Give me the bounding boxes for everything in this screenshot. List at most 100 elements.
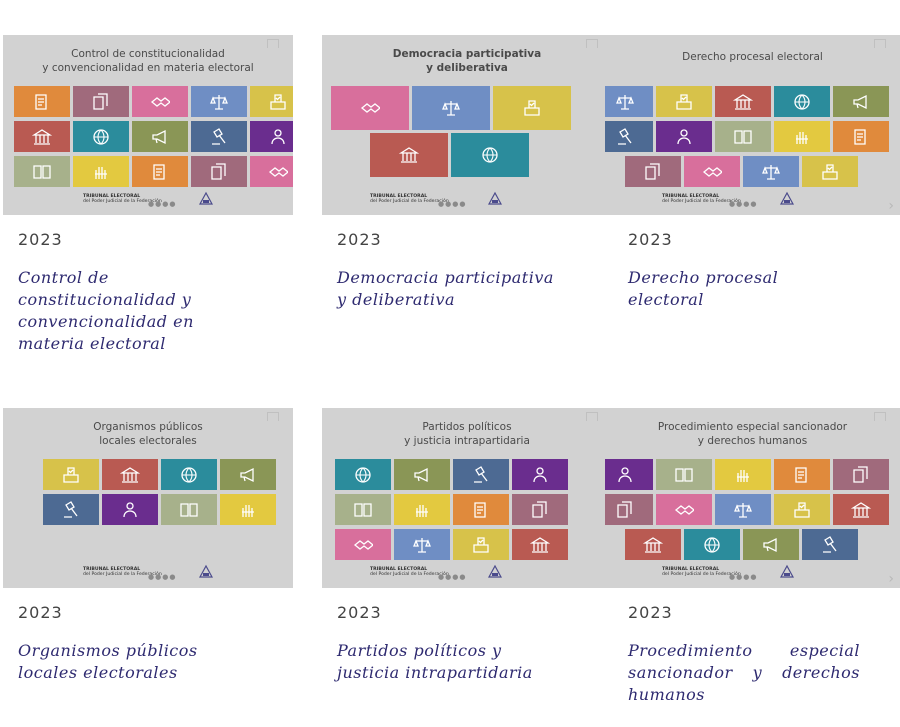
next-arrow-icon[interactable]: ›: [888, 198, 894, 214]
corner-mark-icon: [586, 412, 598, 421]
carousel-dots[interactable]: ●●●●: [148, 573, 177, 581]
cover-title: Partidos políticos y justicia intraparti…: [404, 421, 530, 447]
cover-tile: [512, 459, 568, 490]
building-icon: [399, 147, 419, 163]
scroll-icon: [153, 163, 165, 180]
publication-year: 2023: [18, 603, 63, 622]
cover-tile: [43, 494, 99, 525]
publication-title-link[interactable]: Control de constitucionalidad y convenci…: [18, 268, 194, 353]
cover-title: Democracia participativa y deliberativa: [392, 48, 542, 74]
publication-title-link[interactable]: Partidos políticos y justicia intraparti…: [337, 641, 533, 682]
cover-tile: [802, 156, 858, 187]
building-icon: [643, 536, 663, 553]
megaphone-icon: [240, 467, 254, 482]
cover-tile: [605, 494, 653, 525]
cover-tile: [191, 156, 247, 187]
cover-tile: [684, 529, 740, 560]
cover-tile: [656, 121, 712, 152]
next-arrow-icon[interactable]: ›: [888, 571, 894, 587]
cover-image[interactable]: Organismos públicos locales electorales …: [3, 408, 293, 588]
voting-ballot-icon: [822, 163, 838, 180]
carousel-dots[interactable]: ●●●●: [148, 200, 177, 208]
cover-tile: [512, 529, 568, 560]
globe-icon: [181, 466, 197, 483]
hands-raised-icon: [416, 504, 428, 517]
cover-tile: [715, 459, 771, 490]
hands-raised-icon: [95, 166, 107, 179]
building-icon: [32, 128, 52, 145]
publication-title-link[interactable]: Procedimiento especial sancionador y der…: [628, 641, 860, 704]
cover-tile: [132, 156, 188, 187]
balance-scale-icon: [734, 502, 752, 518]
voting-ballot-icon: [794, 501, 810, 518]
person-icon: [271, 128, 285, 144]
cover-tile: [412, 86, 490, 130]
cover-tile: [161, 494, 217, 525]
tribunal-logo-icon: [780, 191, 794, 205]
cover-tile: [605, 459, 653, 490]
balance-scale-icon: [413, 537, 431, 553]
cover-image[interactable]: Procedimiento especial sancionador y der…: [605, 408, 900, 588]
cover-image[interactable]: Derecho procesal electoral TRIBUNAL ELEC…: [605, 35, 900, 215]
cover-tile: [102, 494, 158, 525]
cover-tile: [743, 529, 799, 560]
globe-icon: [355, 466, 371, 483]
cover-image[interactable]: Democracia participativa y deliberativa …: [322, 35, 612, 215]
book-icon: [33, 164, 51, 179]
cover-tile: [833, 86, 889, 117]
carousel-dots[interactable]: ●●●●: [438, 200, 467, 208]
publication-year: 2023: [337, 230, 382, 249]
handshake-icon: [150, 96, 170, 107]
documents-icon: [645, 162, 660, 180]
tribunal-brand: TRIBUNAL ELECTORAL del Poder Judicial de …: [370, 194, 449, 204]
cover-tile: [191, 121, 247, 152]
corner-mark-icon: [267, 412, 279, 421]
cover-tile: [102, 459, 158, 490]
tribunal-logo-icon: [199, 191, 213, 205]
publication-year: 2023: [628, 603, 673, 622]
carousel-dots[interactable]: ●●●●: [729, 200, 758, 208]
cover-tile: [250, 156, 293, 187]
carousel-dots[interactable]: ●●●●: [729, 573, 758, 581]
globe-icon: [93, 128, 109, 145]
cover-title: Derecho procesal electoral: [682, 51, 823, 63]
cover-tile: [73, 86, 129, 117]
book-icon: [180, 502, 198, 517]
voting-ballot-icon: [524, 100, 540, 116]
cover-title: Organismos públicos locales electorales: [93, 421, 203, 447]
tribunal-brand: TRIBUNAL ELECTORAL del Poder Judicial de …: [83, 567, 162, 577]
publication-title-link[interactable]: Derecho procesal electoral: [628, 268, 779, 309]
book-icon: [675, 467, 693, 482]
cover-tile: [656, 494, 712, 525]
publication-title-link[interactable]: Organismos públicos locales electorales: [18, 641, 198, 682]
handshake-icon: [674, 504, 694, 515]
cover-tile: [715, 494, 771, 525]
cover-tile: [250, 86, 293, 117]
tribunal-brand: TRIBUNAL ELECTORAL del Poder Judicial de …: [83, 194, 162, 204]
scroll-icon: [795, 466, 807, 483]
cover-tile: [14, 121, 70, 152]
corner-mark-icon: [874, 39, 886, 48]
cover-tile: [743, 156, 799, 187]
publication-title-link[interactable]: Democracia participativa y deliberativa: [337, 268, 554, 309]
cover-tile: [220, 494, 276, 525]
book-icon: [734, 129, 752, 144]
cover-tile: [250, 121, 293, 152]
cover-title: Control de constitucionalidad y convenci…: [42, 48, 254, 74]
carousel-dots[interactable]: ●●●●: [438, 573, 467, 581]
cover-image[interactable]: Partidos políticos y justicia intraparti…: [322, 408, 612, 588]
tribunal-brand: TRIBUNAL ELECTORAL del Poder Judicial de …: [662, 567, 741, 577]
handshake-icon: [268, 166, 288, 177]
gavel-icon: [64, 500, 78, 518]
cover-tile: [605, 121, 653, 152]
hands-raised-icon: [796, 131, 808, 144]
cover-tile: [774, 86, 830, 117]
cover-tile: [656, 86, 712, 117]
cover-tile: [833, 121, 889, 152]
person-icon: [677, 128, 691, 144]
megaphone-icon: [414, 467, 428, 482]
cover-title: Procedimiento especial sancionador y der…: [657, 421, 848, 447]
person-icon: [618, 466, 632, 482]
gavel-icon: [823, 535, 837, 553]
cover-image[interactable]: Control de constitucionalidad y convenci…: [3, 35, 293, 215]
